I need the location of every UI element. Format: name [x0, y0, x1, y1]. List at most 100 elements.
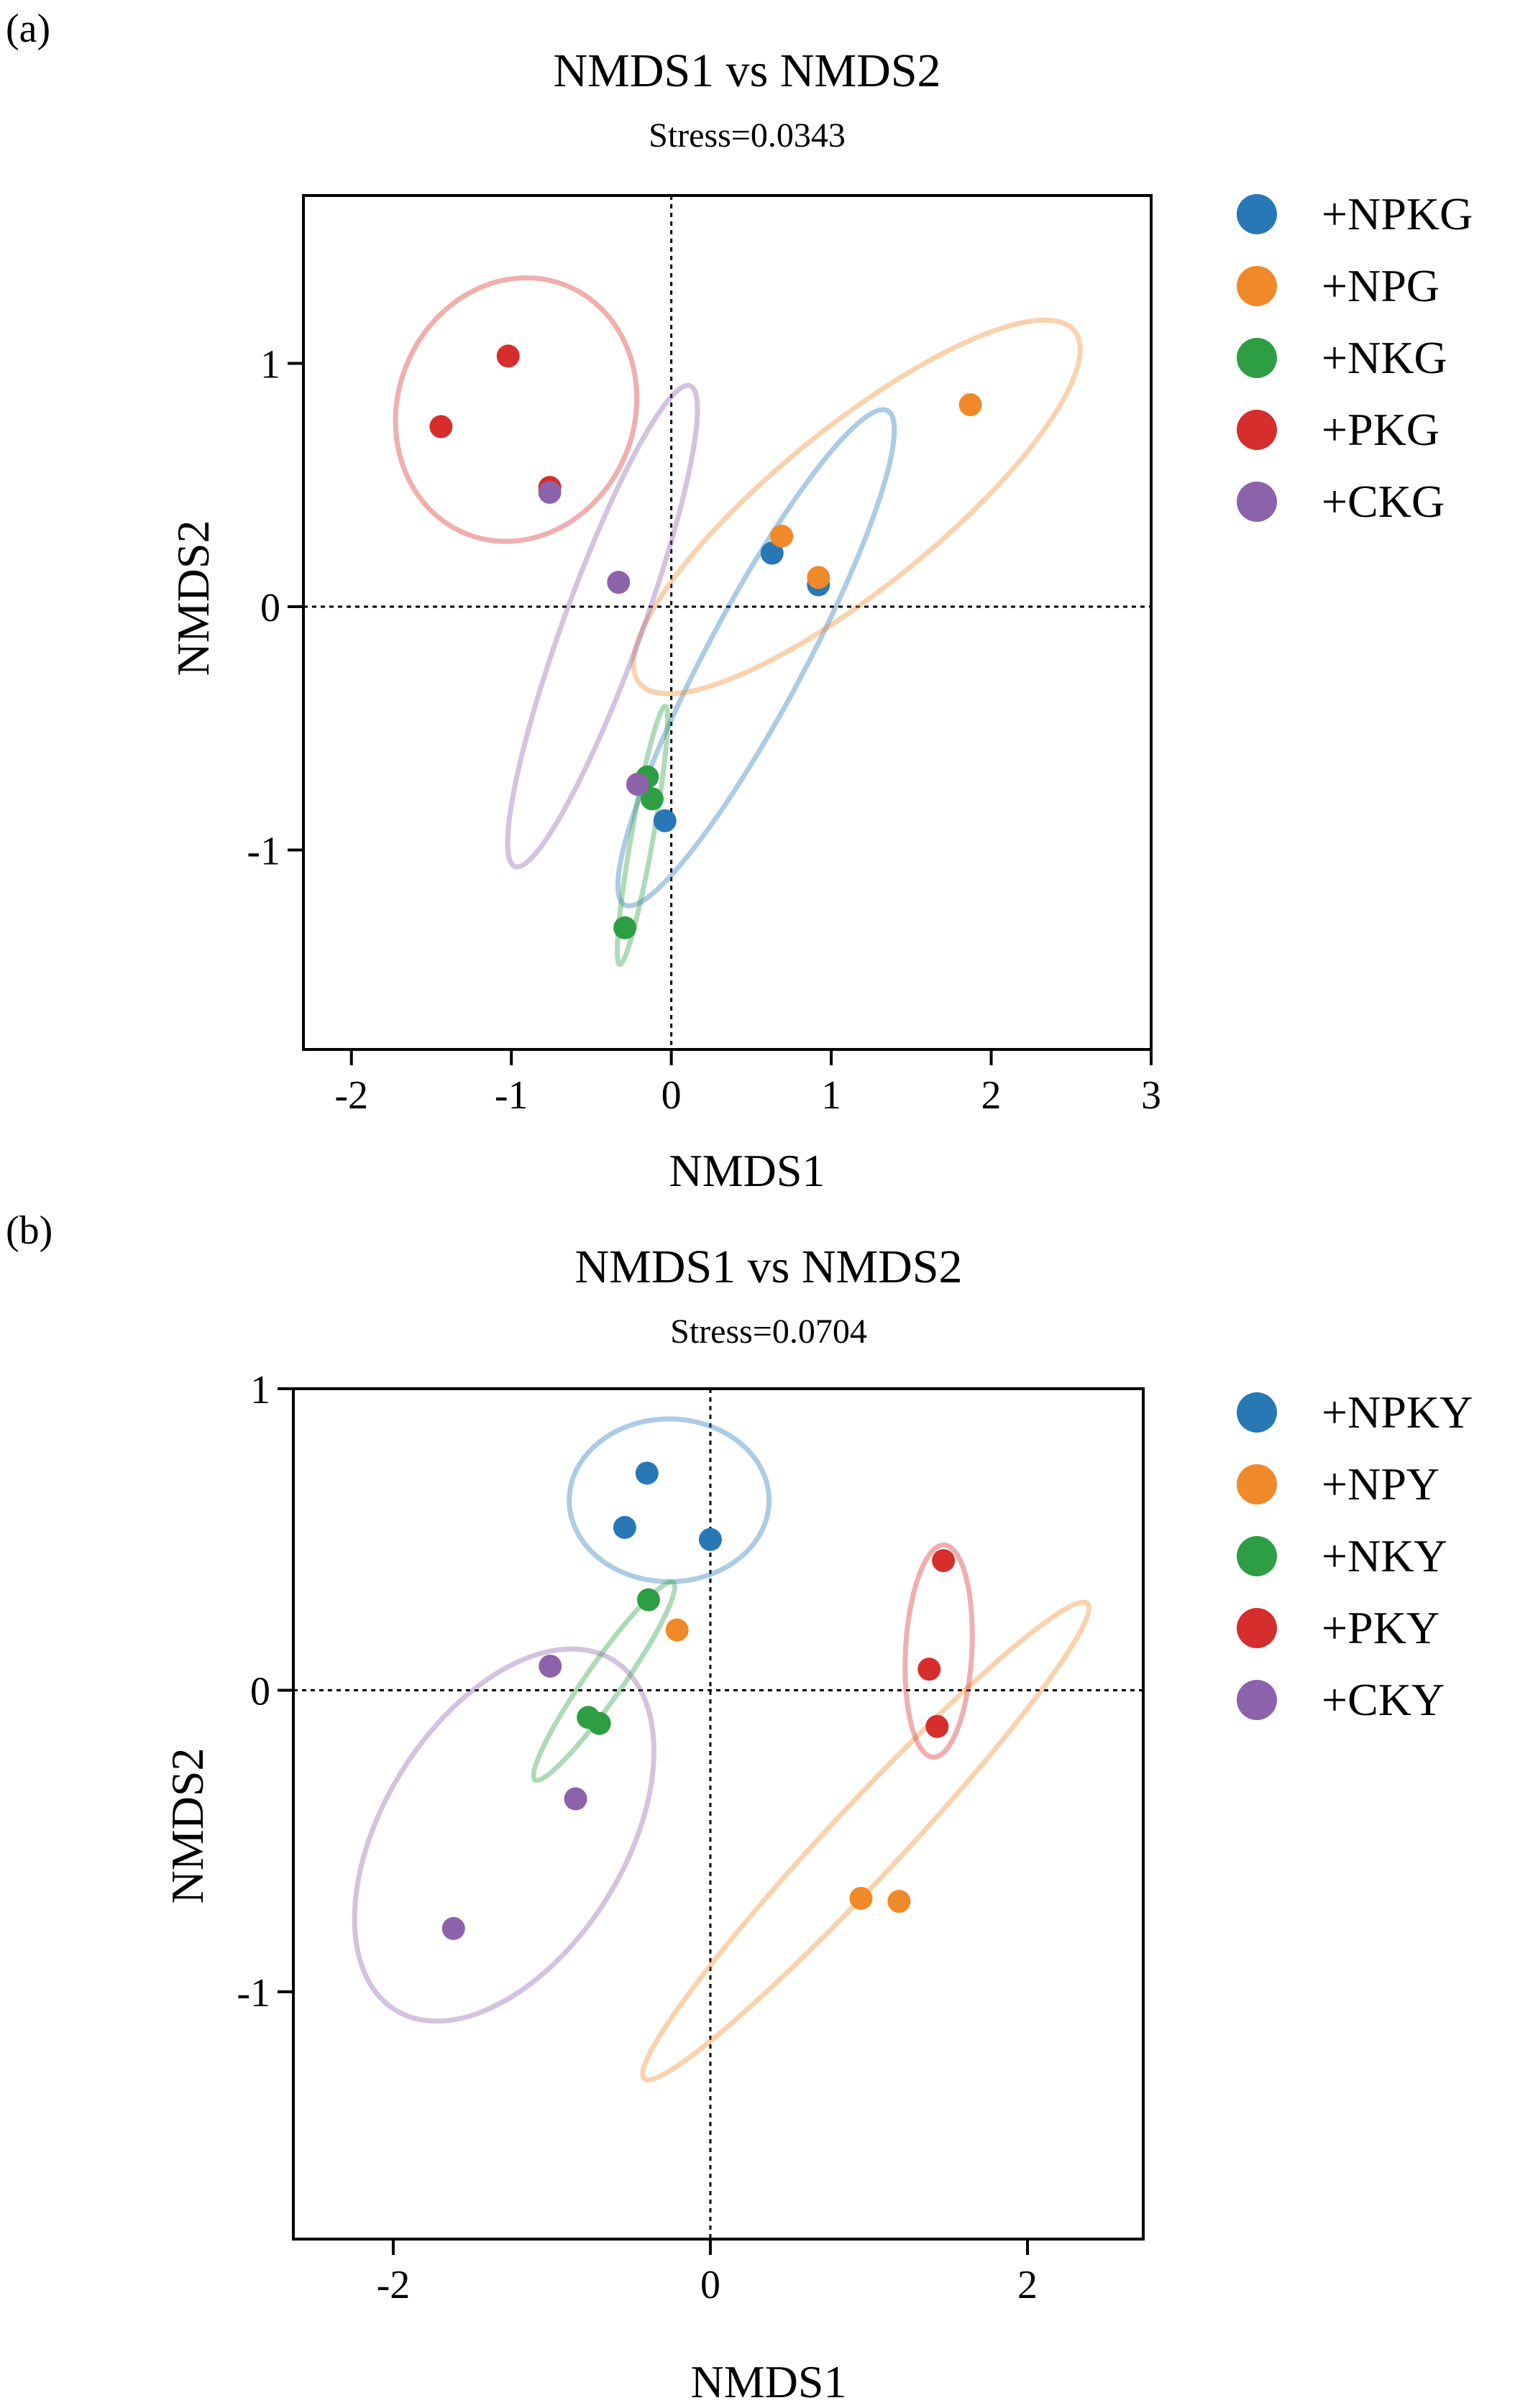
legend-label: +CKY: [1322, 1674, 1445, 1725]
plot-frame: [302, 194, 1153, 1051]
legend-label: +NKY: [1322, 1530, 1447, 1581]
y-axis-label: NMDS2: [162, 1748, 213, 1904]
confidence-ellipse: [352, 1646, 656, 2024]
y-tick-label: 0: [250, 1670, 270, 1714]
chart-subtitle: Stress=0.0343: [649, 116, 846, 155]
legend-marker: [1237, 266, 1277, 306]
data-point: [958, 393, 982, 417]
data-point: [698, 1527, 722, 1551]
ellipses: [393, 275, 1083, 968]
legend-label: +NPKG: [1322, 188, 1473, 239]
legend-item: +NPG: [1237, 260, 1439, 311]
x-tick-label: 2: [981, 1073, 1002, 1118]
y-tick-label: 1: [260, 343, 280, 387]
data-point: [429, 415, 453, 438]
legend-marker: [1237, 1680, 1277, 1720]
confidence-ellipse: [640, 1599, 1092, 2083]
data-point: [613, 1515, 636, 1539]
plot-area: -2 0 2 -1 0 1: [237, 1368, 1145, 2307]
data-point: [538, 480, 562, 504]
legend-item: +NKG: [1237, 332, 1447, 383]
confidence-ellipse: [393, 275, 640, 544]
confidence-ellipse: [531, 1579, 678, 1783]
legend-label: +NPY: [1322, 1458, 1439, 1509]
data-point: [760, 541, 784, 565]
y-axis-label: NMDS2: [168, 520, 219, 676]
data-point: [635, 1461, 659, 1485]
data-point: [770, 524, 794, 548]
data-point: [807, 566, 830, 589]
chart-subtitle: Stress=0.0704: [670, 1313, 867, 1351]
data-point: [887, 1890, 911, 1913]
legend: +NPKY +NPY +NKY +PKY +CKY: [1237, 1387, 1473, 1725]
data-point: [932, 1549, 956, 1573]
legend-item: +NPKY: [1237, 1387, 1473, 1438]
data-point: [849, 1886, 873, 1910]
legend-item: +NKY: [1237, 1530, 1447, 1581]
confidence-ellipse: [615, 407, 897, 909]
legend-label: +NKG: [1322, 332, 1447, 383]
x-tick-label: 3: [1141, 1073, 1161, 1118]
x-tick-label: 2: [1017, 2263, 1038, 2307]
data-point: [636, 1588, 660, 1612]
panel-label: (a): [6, 6, 50, 51]
x-tick-label: -1: [495, 1073, 528, 1118]
chart-title: NMDS1 vs NMDS2: [574, 1241, 962, 1293]
data-point: [539, 1654, 562, 1678]
x-tick-label: 1: [821, 1073, 841, 1118]
x-tick-label: 0: [661, 1073, 682, 1118]
data-point: [665, 1618, 689, 1642]
legend-label: +CKG: [1322, 476, 1445, 527]
legend-label: +PKY: [1322, 1602, 1439, 1653]
legend-marker: [1237, 338, 1277, 378]
x-axis-label: NMDS1: [691, 2356, 847, 2407]
data-point: [587, 1711, 611, 1735]
y-tick-label: 0: [260, 586, 280, 630]
data-point: [496, 344, 520, 368]
legend-marker: [1237, 1392, 1277, 1433]
legend-item: +NPKG: [1237, 188, 1473, 239]
legend-item: +CKY: [1237, 1674, 1445, 1725]
legend-item: +CKG: [1237, 476, 1445, 527]
data-point: [607, 571, 631, 594]
legend-label: +PKG: [1322, 404, 1439, 455]
legend-label: +NPKY: [1322, 1387, 1473, 1438]
y-tick-label: 1: [250, 1368, 270, 1412]
confidence-ellipse: [505, 382, 700, 870]
legend-marker: [1237, 482, 1277, 522]
data-point: [564, 1787, 587, 1811]
legend-marker: [1237, 1464, 1277, 1504]
confidence-ellipse: [902, 1542, 975, 1760]
data-point: [640, 787, 664, 811]
data-point: [441, 1916, 465, 1940]
data-point: [626, 773, 649, 796]
legend-marker: [1237, 410, 1277, 450]
confidence-ellipse: [567, 1416, 772, 1584]
legend-item: +PKG: [1237, 404, 1439, 455]
panel-a: (a) NMDS1 vs NMDS2 Stress=0.0343 -2 -1 0 1 2…: [6, 6, 1473, 1196]
x-axis-label: NMDS1: [669, 1145, 825, 1196]
data-point: [613, 916, 637, 939]
legend-marker: [1237, 1536, 1277, 1576]
legend: +NPKG +NPG +NKG +PKG +CKG: [1237, 188, 1473, 527]
panel-label: (b): [6, 1208, 52, 1253]
data-point: [653, 809, 677, 832]
data-point: [925, 1714, 949, 1738]
legend-label: +NPG: [1322, 260, 1439, 311]
x-tick-label: -2: [377, 2263, 411, 2307]
x-tick-label: -2: [334, 1073, 368, 1118]
y-tick-label: -1: [237, 1971, 270, 2016]
x-tick-label: 0: [700, 2263, 720, 2307]
legend-marker: [1237, 194, 1277, 234]
y-tick-label: -1: [247, 829, 280, 873]
legend-item: +PKY: [1237, 1602, 1439, 1653]
confidence-ellipse: [615, 703, 671, 968]
legend-item: +NPY: [1237, 1458, 1439, 1509]
panel-b: (b) NMDS1 vs NMDS2 Stress=0.0704 -2 0 2 -1 0…: [6, 1208, 1473, 2407]
legend-marker: [1237, 1608, 1277, 1648]
plot-frame: [292, 1387, 1145, 2241]
chart-title: NMDS1 vs NMDS2: [553, 45, 940, 97]
confidence-ellipse: [631, 317, 1083, 697]
plot-area: -2 -1 0 1 2 3 -1 0 1: [247, 194, 1161, 1118]
